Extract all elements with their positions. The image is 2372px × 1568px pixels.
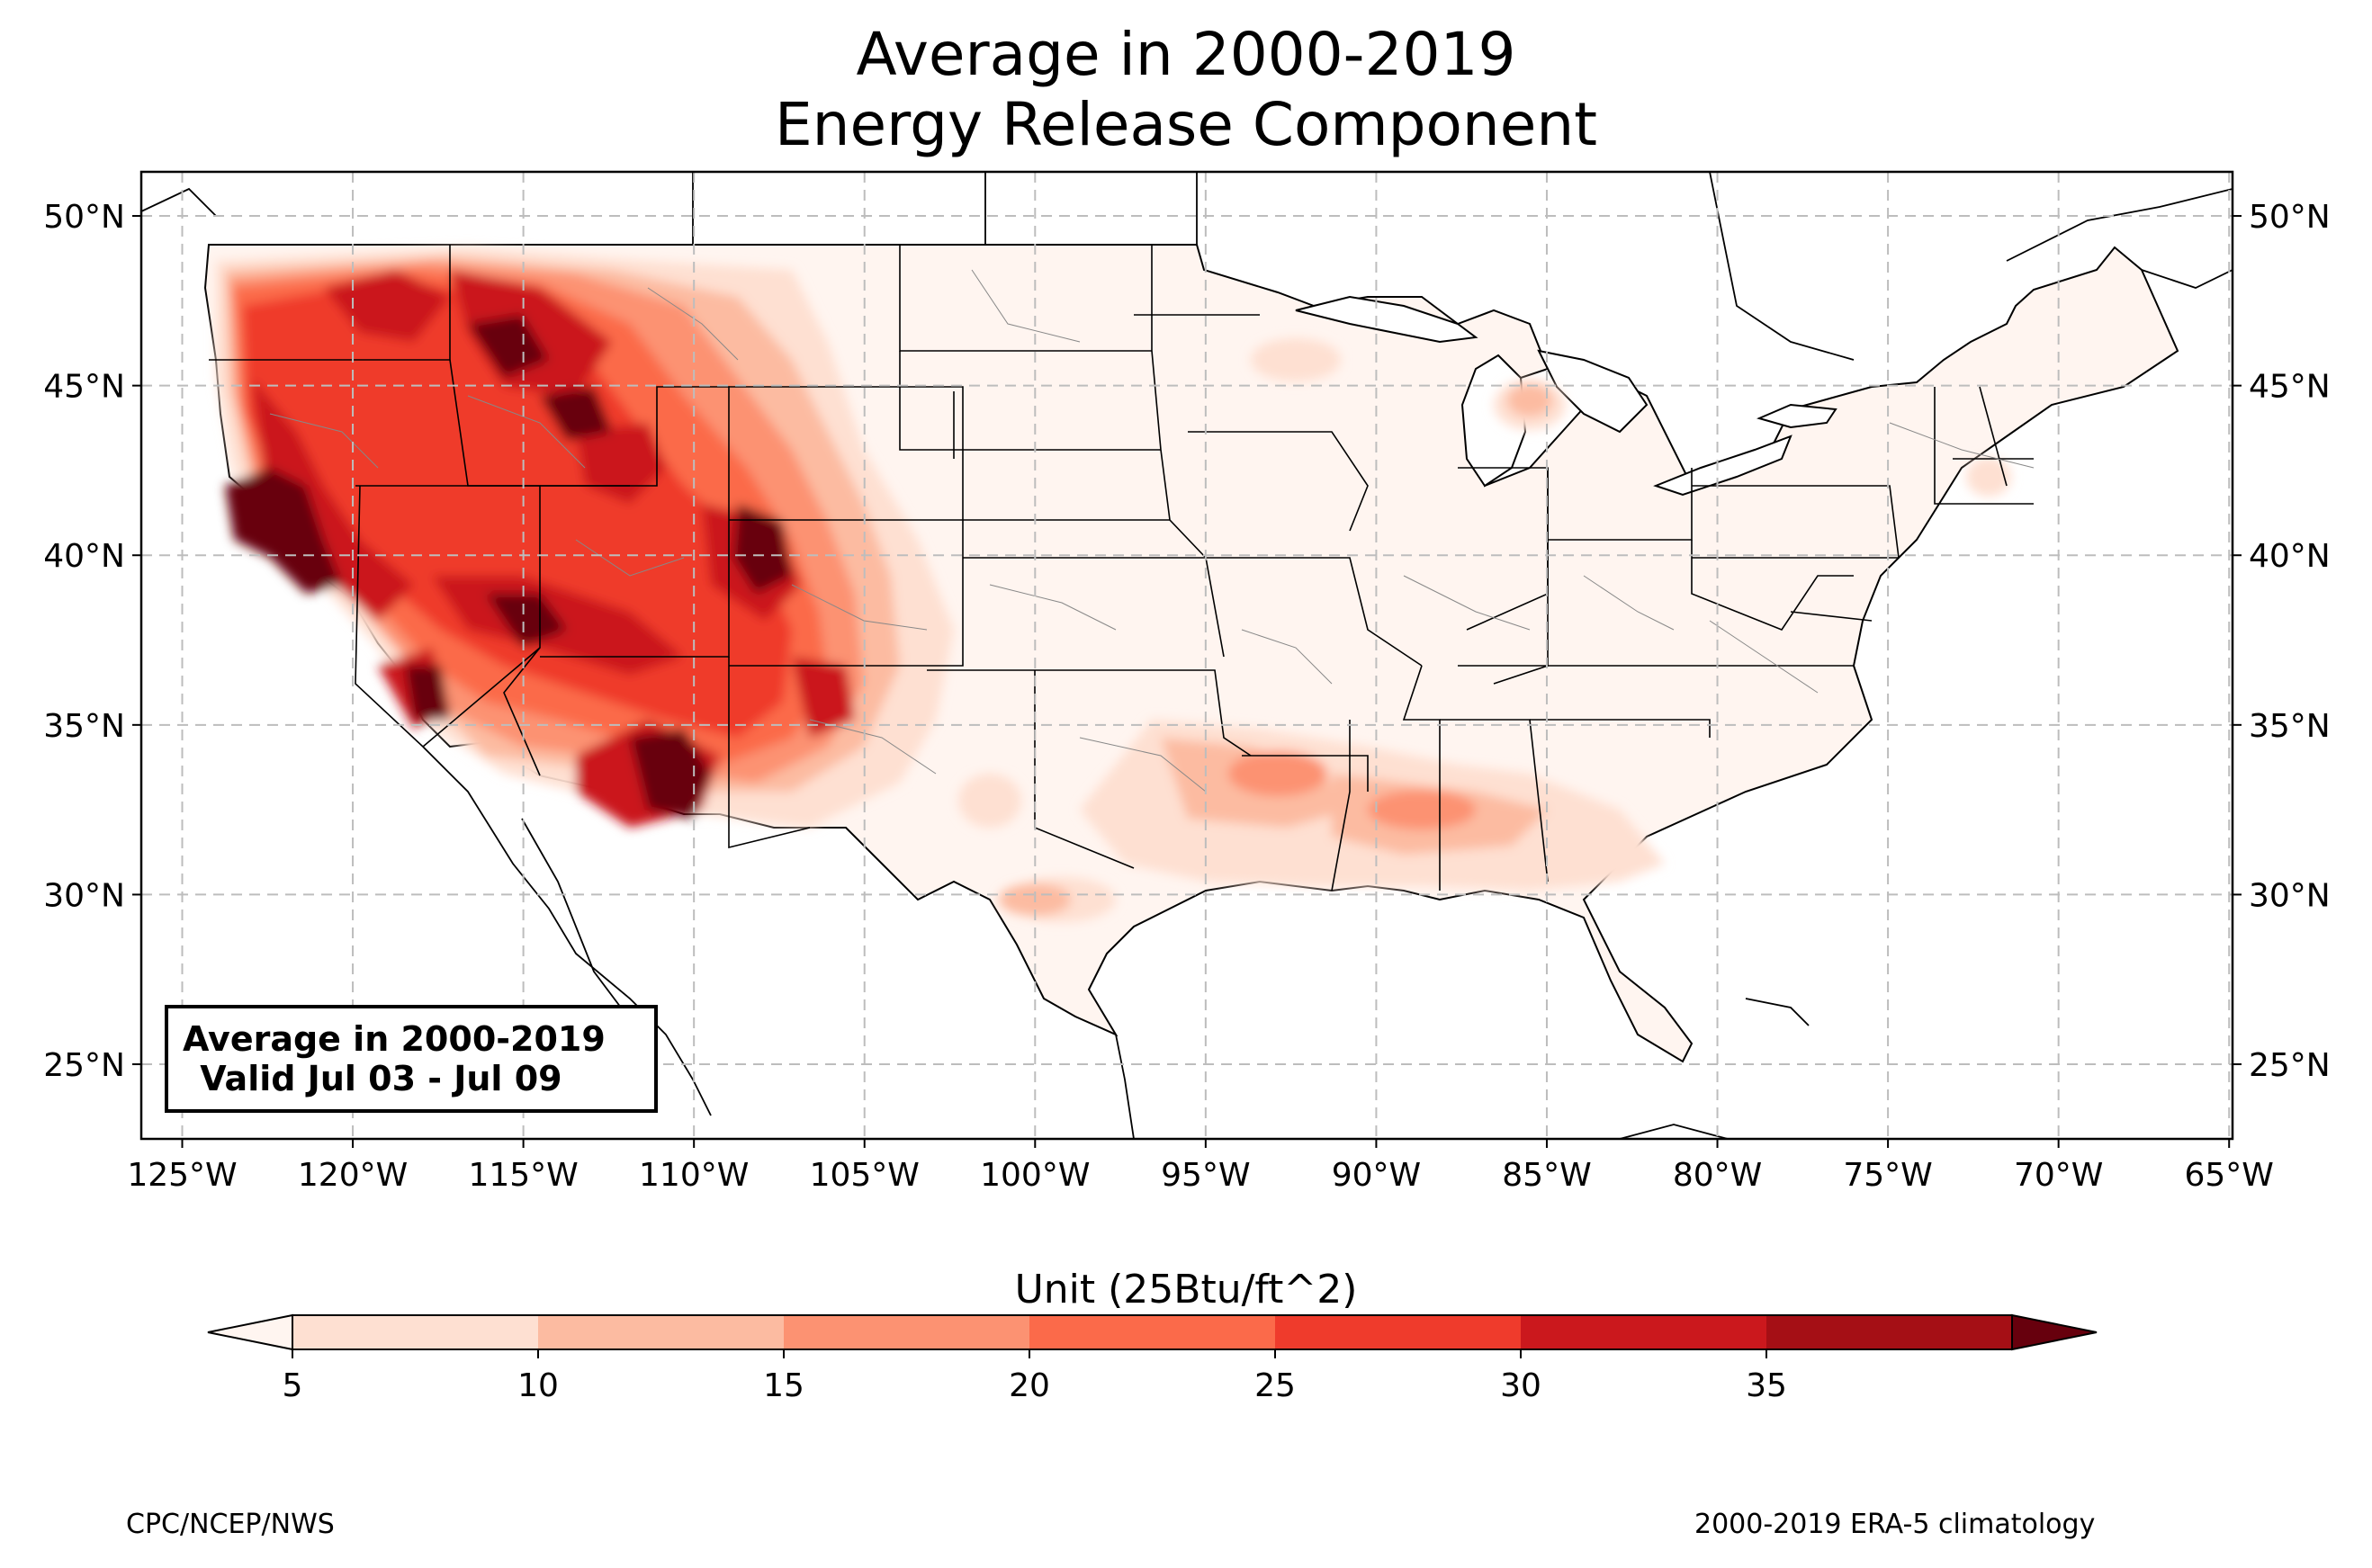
tick-label-lat-right-5: 50°N xyxy=(2249,199,2331,236)
colorbar-label-0: 5 xyxy=(283,1367,303,1404)
tick-label-lon-7: 90°W xyxy=(1332,1157,1421,1194)
colorbar-under-arrow xyxy=(207,1313,293,1351)
tick-label-lon-8: 85°W xyxy=(1502,1157,1591,1194)
colorbar-label-6: 35 xyxy=(1746,1367,1787,1404)
colorbar-label-2: 15 xyxy=(763,1367,804,1404)
tick-label-lat-left-3: 40°N xyxy=(43,538,125,575)
tick-label-lat-right-1: 30°N xyxy=(2249,877,2331,914)
colorbar-label-1: 10 xyxy=(517,1367,559,1404)
colorbar: 5 10 15 20 25 30 35 xyxy=(207,1313,2098,1404)
tick-label-lon-9: 80°W xyxy=(1673,1157,1762,1194)
tick-label-lon-0: 125°W xyxy=(127,1157,237,1194)
info-box: Average in 2000-2019 Valid Jul 03 - Jul … xyxy=(165,1005,658,1113)
tick-label-lon-3: 110°W xyxy=(639,1157,749,1194)
tick-label-lat-left-0: 25°N xyxy=(43,1047,125,1084)
tick-label-lon-1: 120°W xyxy=(298,1157,408,1194)
tick-label-lat-left-4: 45°N xyxy=(43,369,125,406)
colorbar-over-arrow xyxy=(2011,1313,2098,1351)
colorbar-segment-2 xyxy=(784,1315,1030,1349)
tick-label-lat-right-3: 40°N xyxy=(2249,538,2331,575)
map-title-line1: Average in 2000-2019 xyxy=(856,20,1516,89)
tick-label-lon-11: 70°W xyxy=(2014,1157,2103,1194)
map-frame xyxy=(139,170,2234,1141)
footer-credit-right: 2000-2019 ERA-5 climatology xyxy=(1694,1509,2096,1540)
tick-label-lon-4: 105°W xyxy=(810,1157,920,1194)
tick-label-lat-left-2: 35°N xyxy=(43,708,125,745)
info-box-line1: Average in 2000-2019 xyxy=(183,1019,606,1059)
state-boundaries xyxy=(209,245,2034,892)
tick-label-lon-10: 75°W xyxy=(1843,1157,1932,1194)
colorbar-segment-4 xyxy=(1275,1315,1522,1349)
map-title-line2: Energy Release Component xyxy=(774,90,1598,159)
colorbar-label-5: 30 xyxy=(1500,1367,1541,1404)
info-box-line2: Valid Jul 03 - Jul 09 xyxy=(188,1059,562,1098)
colorbar-segment-1 xyxy=(538,1315,785,1349)
tick-label-lat-right-2: 35°N xyxy=(2249,708,2331,745)
contour-level-over-35 xyxy=(225,315,792,819)
colorbar-frame xyxy=(292,1314,2013,1350)
tick-label-lat-left-1: 30°N xyxy=(43,877,125,914)
colorbar-segment-3 xyxy=(1029,1315,1276,1349)
contour-level-25-30 xyxy=(243,279,792,738)
tick-label-lon-2: 115°W xyxy=(468,1157,578,1194)
tick-label-lat-right-0: 25°N xyxy=(2249,1047,2331,1084)
map-area xyxy=(141,172,2233,1139)
latitude-ticks: 25°N 25°N 30°N 30°N 35°N 35°N 40°N 40°N 45°N 45°N… xyxy=(43,199,2331,1084)
colorbar-segment-0 xyxy=(292,1315,539,1349)
longitude-ticks: 125°W 120°W 115°W 110°W 105°W 100°W 95°W 90°W 85… xyxy=(127,1139,2274,1194)
tick-label-lat-left-5: 50°N xyxy=(43,199,125,236)
tick-label-lon-5: 100°W xyxy=(980,1157,1090,1194)
colorbar-segment-6 xyxy=(1766,1315,2013,1349)
colorbar-title: Unit (25Btu/ft^2) xyxy=(1014,1267,1358,1313)
great-lakes xyxy=(1295,295,1837,497)
tick-label-lat-right-4: 45°N xyxy=(2249,369,2331,406)
colorbar-segment-5 xyxy=(1521,1315,1767,1349)
footer-credit-left: CPC/NCEP/NWS xyxy=(126,1509,335,1540)
erc-contours xyxy=(216,247,2011,922)
tick-label-lon-6: 95°W xyxy=(1161,1157,1250,1194)
colorbar-label-3: 20 xyxy=(1009,1367,1050,1404)
tick-label-lon-12: 65°W xyxy=(2185,1157,2274,1194)
colorbar-label-4: 25 xyxy=(1254,1367,1296,1404)
